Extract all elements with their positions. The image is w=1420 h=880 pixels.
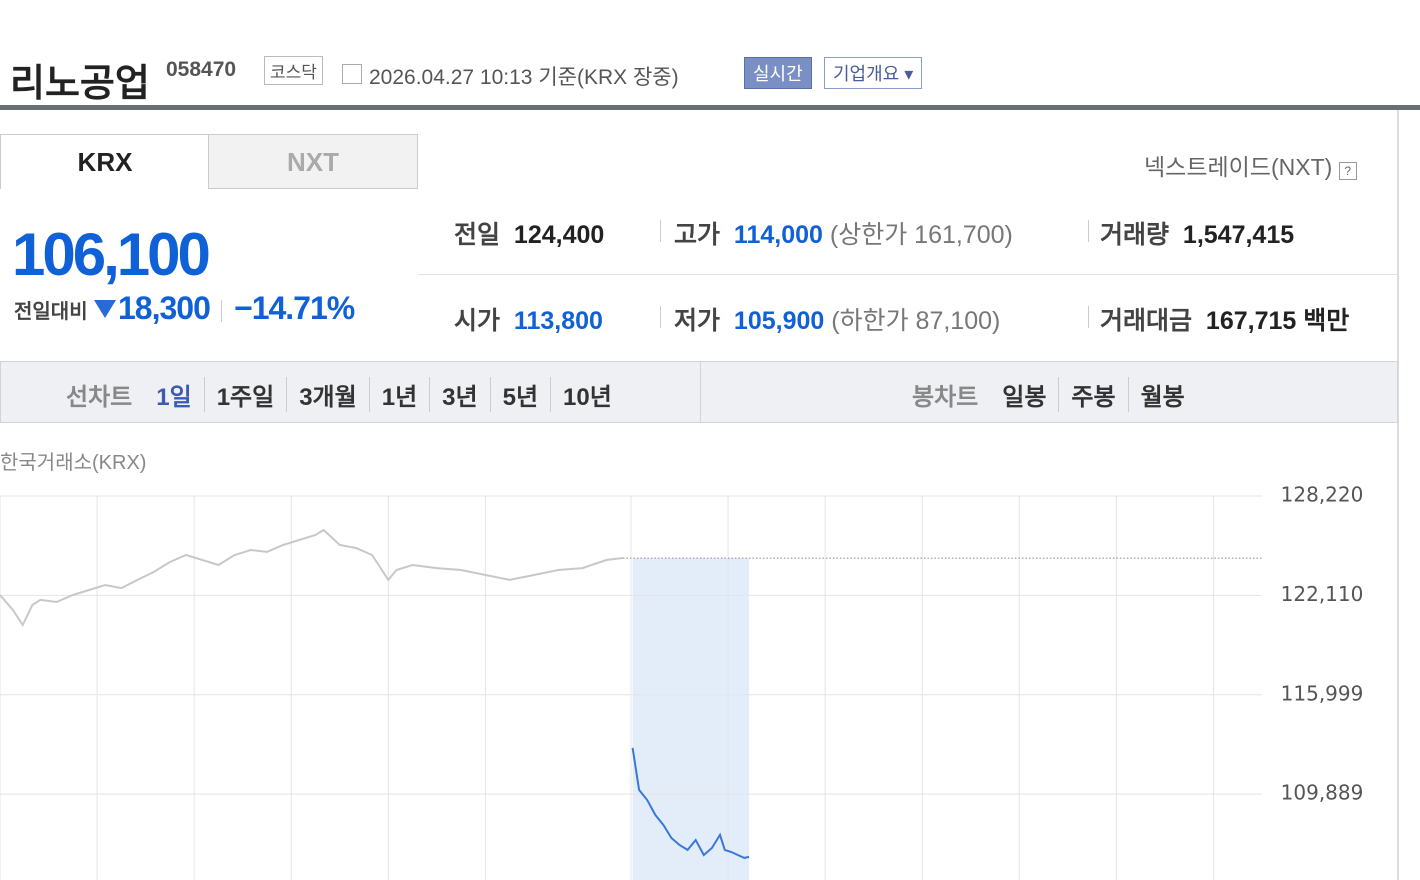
candle-option[interactable]: 월봉 xyxy=(1127,377,1197,412)
label: 고가 xyxy=(674,221,721,249)
change-area xyxy=(632,558,750,880)
y-tick-label: 122,110 xyxy=(1281,582,1364,606)
candle-chart-label: 봉차트 xyxy=(912,384,979,411)
stat-low: 저가 105,900 (하한가 87,100) xyxy=(674,307,1001,335)
label: 전일 xyxy=(454,221,501,249)
period-option[interactable]: 1주일 xyxy=(203,377,287,412)
value: 1,547,415 xyxy=(1182,221,1295,249)
y-tick-label: 115,999 xyxy=(1281,681,1364,705)
line-chart-label: 선차트 xyxy=(66,384,133,411)
stats-divider xyxy=(418,274,1398,275)
value: 113,800 xyxy=(513,307,603,335)
stat-amount: 거래대금 167,715 백만 xyxy=(1100,301,1349,337)
down-arrow xyxy=(94,300,116,318)
label: 시가 xyxy=(454,307,501,335)
tab-krx[interactable]: KRX xyxy=(0,134,210,189)
change-rate: −14.71% xyxy=(234,290,355,326)
period-bar xyxy=(0,361,1398,423)
company-button[interactable]: 기업개요 ▾ xyxy=(824,57,923,89)
limit-value: 161,700 xyxy=(914,221,1005,249)
stat-open: 시가 113,800 xyxy=(454,301,603,337)
value: 105,900 xyxy=(733,307,825,335)
price-line xyxy=(631,747,750,859)
value: 167,715 xyxy=(1205,307,1297,335)
header-rule xyxy=(0,105,1420,110)
label: 거래량 xyxy=(1100,221,1170,249)
basis: 기준(KRX 장중) xyxy=(538,66,679,89)
chart-title: 한국거래소(KRX) xyxy=(0,452,147,474)
change-label: 전일대비 xyxy=(14,301,88,323)
period-option[interactable]: 5년 xyxy=(489,377,550,412)
calendar-icon xyxy=(342,64,362,84)
label: 저가 xyxy=(674,307,721,335)
period-option[interactable]: 1일 xyxy=(156,384,192,411)
chart: 128,220 122,110 115,999 109,889 xyxy=(0,483,1364,880)
period-option[interactable]: 1년 xyxy=(368,377,429,412)
datetime: 2026.04.27 10:13 기준(KRX 장중) xyxy=(369,61,679,91)
market-badge: 코스닥 xyxy=(264,56,323,85)
date: 2026.04.27 10:13 xyxy=(369,66,533,89)
value: 124,400 xyxy=(513,221,605,249)
realtime-button[interactable]: 실시간 xyxy=(744,57,812,89)
tab-nxt[interactable]: NXT xyxy=(208,134,418,189)
limit-label: 하한가 xyxy=(839,307,909,335)
unit: 백만 xyxy=(1303,307,1350,335)
line-periods: 선차트 1일 1주일 3개월 1년 3년 5년 10년 xyxy=(54,377,624,412)
period-option[interactable]: 10년 xyxy=(550,377,624,412)
nxt-link[interactable]: 넥스트레이드(NXT) ? xyxy=(1144,148,1357,182)
limit-value: 87,100 xyxy=(915,307,993,335)
label: 거래대금 xyxy=(1100,307,1193,335)
change-value: 18,300 xyxy=(118,290,211,326)
price-line xyxy=(0,528,624,628)
panel-border xyxy=(1397,110,1399,880)
stat-prev: 전일 124,400 xyxy=(454,215,604,251)
candle-option[interactable]: 주봉 xyxy=(1058,377,1127,412)
current-price: 106,100 xyxy=(12,221,211,288)
nxt-text: 넥스트레이드(NXT) xyxy=(1144,154,1333,180)
candle-periods: 봉차트 일봉 주봉 월봉 xyxy=(900,377,1197,412)
period-option[interactable]: 3개월 xyxy=(286,377,369,412)
value: 114,000 xyxy=(733,221,823,249)
limit-label: 상한가 xyxy=(838,221,908,249)
stat-volume: 거래량 1,547,415 xyxy=(1100,215,1294,251)
company-text: 기업개요 xyxy=(833,64,900,84)
period-option[interactable]: 3년 xyxy=(429,377,489,412)
stat-high: 고가 114,000 (상한가 161,700) xyxy=(674,221,1013,249)
y-tick-label: 109,889 xyxy=(1281,781,1364,805)
stock-code: 058470 xyxy=(166,58,237,81)
candle-option[interactable]: 일봉 xyxy=(1002,384,1047,411)
y-tick-label: 128,220 xyxy=(1281,483,1364,507)
stock-name: 리노공업 xyxy=(10,63,150,105)
